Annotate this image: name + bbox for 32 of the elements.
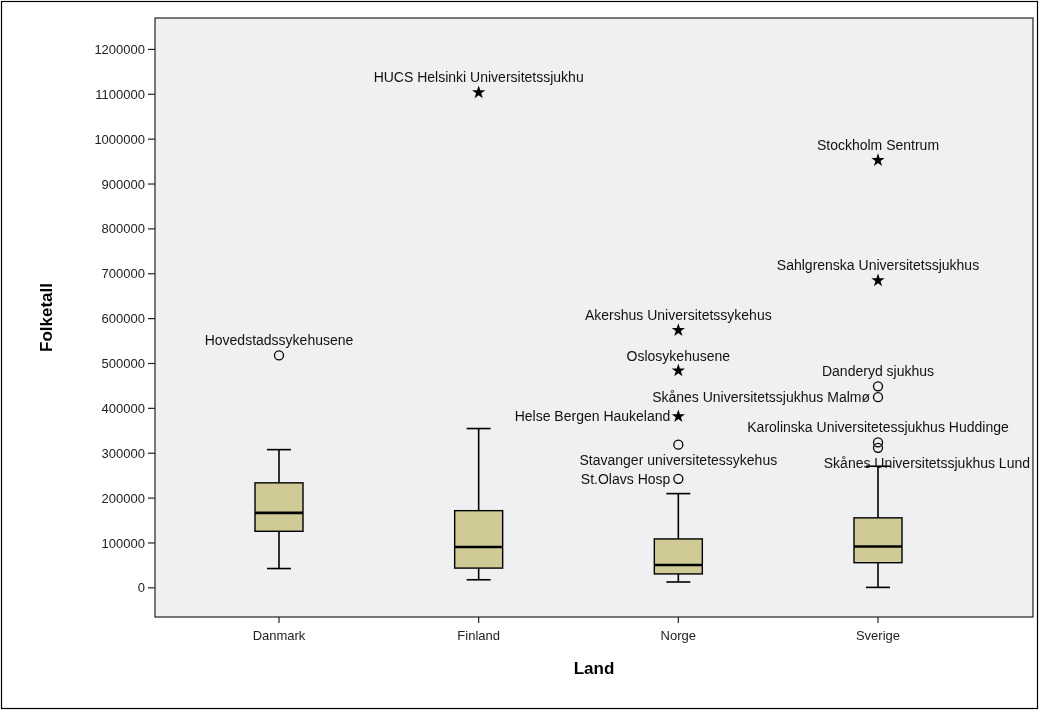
y-tick-label: 800000 [101, 221, 145, 237]
y-tick-label: 300000 [101, 445, 145, 461]
x-tick-label: Norge [660, 628, 697, 643]
annotation: HUCS Helsinki Universitetssjukhu [373, 69, 584, 86]
y-tick-label: 100000 [101, 535, 145, 551]
annotation: Sahlgrenska Universitetssjukhus [776, 257, 980, 274]
y-axis-title: Folketall [37, 283, 56, 352]
annotation: Akershus Universitetssykehus [584, 307, 772, 324]
y-tick-label: 1000000 [94, 131, 145, 147]
y-tick-label: 1100000 [95, 86, 145, 102]
annotation: Danderyd sjukhus [821, 363, 935, 380]
x-tick-label: Sverige [855, 628, 901, 643]
y-tick-label: 0 [137, 580, 145, 596]
annotation: Stavanger universitetessykehus [579, 451, 778, 468]
annotation: Helse Bergen Haukeland [514, 408, 671, 425]
x-tick-label: Danmark [252, 628, 306, 643]
x-axis-title: Land [573, 659, 615, 678]
y-tick-label: 500000 [101, 356, 145, 372]
annotation: Stockholm Sentrum [816, 137, 940, 154]
annotation: St.Olavs Hosp [580, 470, 671, 487]
annotation: Skånes Universitetssjukhus Lund [823, 454, 1031, 471]
y-tick-label: 900000 [101, 176, 145, 192]
y-tick-label: 600000 [101, 311, 145, 327]
annotation: Skånes Universitetssjukhus Malmø [652, 389, 871, 406]
annotation: Oslosykehusene [626, 347, 731, 364]
y-tick-label: 1200000 [94, 41, 145, 57]
y-tick-label: 400000 [101, 400, 145, 416]
annotation: Hovedstadssykehusene [204, 332, 354, 349]
x-tick-label: Finland [457, 628, 500, 643]
y-tick-label: 200000 [101, 490, 145, 506]
annotation: Karolinska Universitetessjukhus Huddinge [747, 419, 1009, 436]
y-tick-label: 700000 [101, 266, 145, 282]
